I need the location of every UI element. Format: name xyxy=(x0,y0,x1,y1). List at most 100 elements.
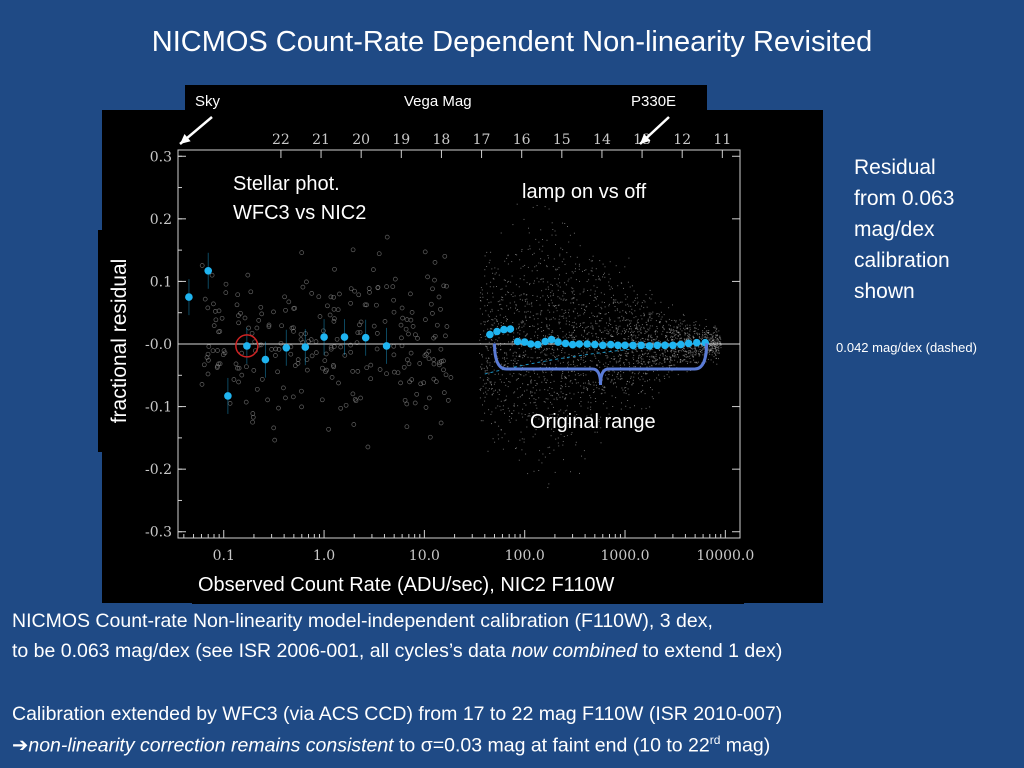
stellar-point xyxy=(212,309,218,314)
background-point xyxy=(499,405,501,407)
background-point xyxy=(600,442,602,444)
background-point xyxy=(544,364,546,366)
stellar-point xyxy=(438,346,444,352)
background-point xyxy=(708,342,710,344)
background-point xyxy=(580,374,582,376)
background-point xyxy=(582,359,584,361)
background-point xyxy=(715,339,717,341)
background-point xyxy=(602,363,604,365)
data-point xyxy=(661,341,669,350)
background-point xyxy=(674,351,676,353)
stellar-point xyxy=(308,337,314,342)
background-point xyxy=(606,355,608,357)
background-point xyxy=(521,438,523,440)
background-point xyxy=(562,444,564,446)
background-point xyxy=(546,366,547,368)
background-point xyxy=(559,255,561,257)
background-point xyxy=(545,288,547,290)
background-point xyxy=(637,362,639,364)
background-point xyxy=(581,304,583,306)
background-point xyxy=(559,418,561,420)
background-point xyxy=(492,319,494,321)
background-point xyxy=(590,326,592,328)
background-point xyxy=(655,333,656,335)
background-point xyxy=(676,338,678,340)
background-point xyxy=(601,392,603,394)
background-point xyxy=(533,427,535,428)
background-point xyxy=(715,330,717,332)
background-point xyxy=(673,355,675,357)
background-point xyxy=(592,340,594,342)
background-point xyxy=(521,322,523,324)
background-point xyxy=(516,254,518,256)
background-point xyxy=(714,342,716,344)
background-point xyxy=(529,284,530,286)
background-point xyxy=(674,335,675,337)
background-point xyxy=(508,308,509,310)
background-point xyxy=(560,387,562,389)
background-point xyxy=(521,338,523,340)
background-point xyxy=(659,380,661,382)
stellar-point xyxy=(432,260,438,265)
background-point xyxy=(492,292,494,294)
background-point xyxy=(488,262,490,264)
background-point xyxy=(502,405,504,407)
background-point xyxy=(657,313,659,314)
stellar-point xyxy=(300,284,306,290)
background-point xyxy=(586,351,588,353)
stellar-point xyxy=(352,288,357,294)
background-point xyxy=(487,450,489,452)
background-point xyxy=(583,375,584,377)
background-point xyxy=(655,355,657,357)
background-point xyxy=(717,349,719,351)
background-point xyxy=(590,322,592,324)
background-point xyxy=(666,374,668,376)
stellar-point xyxy=(350,391,356,397)
stellar-point xyxy=(350,247,356,253)
background-point xyxy=(699,349,701,350)
background-point xyxy=(714,325,716,327)
background-point xyxy=(565,417,567,419)
background-point xyxy=(499,379,501,381)
background-point xyxy=(689,324,691,326)
background-point xyxy=(508,280,510,282)
x-tick-label: 1000.0 xyxy=(601,548,650,564)
background-point xyxy=(486,320,488,322)
data-point xyxy=(599,341,607,350)
background-point xyxy=(684,332,686,334)
background-point xyxy=(503,317,505,319)
stellar-point xyxy=(205,371,211,377)
background-point xyxy=(599,353,601,355)
background-point xyxy=(637,331,639,333)
stellar-point xyxy=(328,294,334,300)
background-point xyxy=(643,361,645,363)
background-point xyxy=(496,320,498,322)
stellar-point xyxy=(426,356,432,362)
background-point xyxy=(625,390,626,392)
stellar-point xyxy=(202,296,208,302)
background-point xyxy=(716,341,718,343)
stellar-point xyxy=(325,303,330,309)
background-point xyxy=(564,223,566,224)
background-point xyxy=(679,359,681,361)
background-point xyxy=(663,357,665,359)
background-point xyxy=(704,333,706,335)
background-point xyxy=(674,330,676,332)
background-point xyxy=(524,299,526,301)
background-point xyxy=(663,359,665,361)
background-point xyxy=(484,305,486,307)
background-point xyxy=(720,344,722,346)
background-point xyxy=(641,363,643,365)
background-point xyxy=(571,334,573,336)
background-point xyxy=(539,389,541,391)
background-point xyxy=(572,292,574,294)
background-point xyxy=(526,371,528,373)
background-point xyxy=(519,278,521,280)
background-point xyxy=(652,346,654,348)
background-point xyxy=(540,258,542,260)
background-point xyxy=(536,270,538,272)
background-point xyxy=(562,315,564,317)
background-point xyxy=(669,356,671,358)
background-point xyxy=(480,287,482,289)
background-point xyxy=(620,378,622,380)
